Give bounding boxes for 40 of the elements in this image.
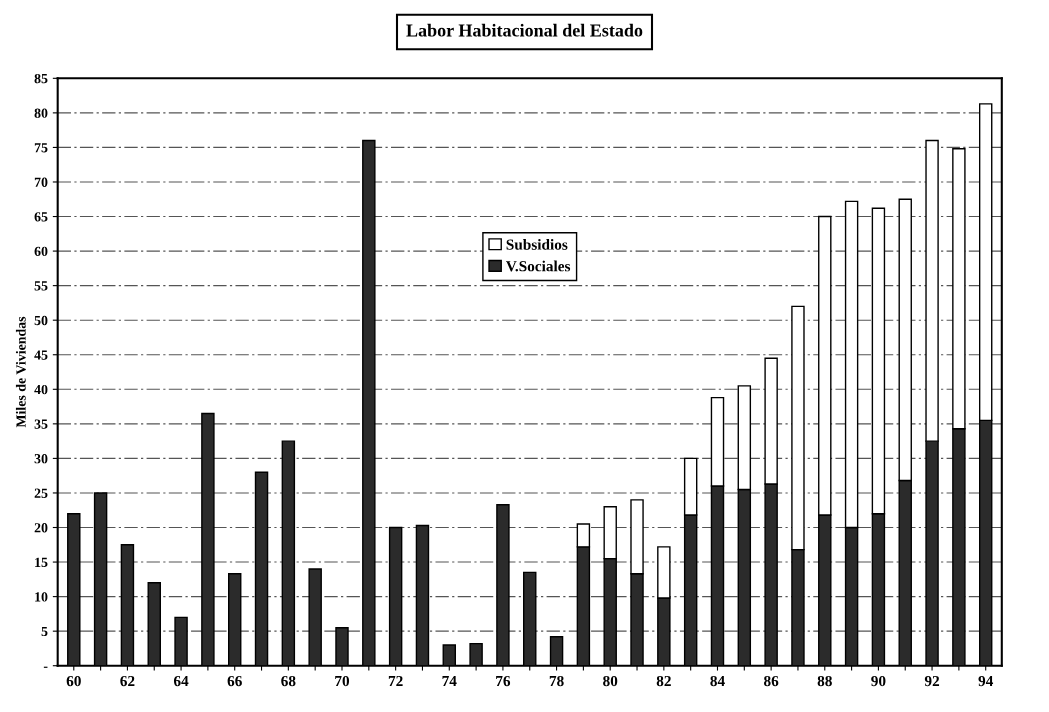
x-tick-label: 94: [978, 675, 994, 687]
x-tick-label: 90: [871, 675, 886, 687]
x-tick-label: 78: [549, 675, 564, 687]
y-tick-label: 60: [34, 246, 48, 257]
legend-label: Subsidios: [506, 239, 568, 250]
y-tick-label: 85: [34, 73, 48, 84]
x-tick-label: 62: [120, 675, 135, 687]
x-tick-label: 82: [656, 675, 671, 687]
y-tick-label: 15: [35, 557, 48, 568]
legend-label: V.Sociales: [505, 260, 571, 272]
y-axis-title: Miles de Viviendas: [15, 316, 26, 428]
y-tick-label: -: [43, 666, 48, 668]
y-tick-label: 65: [34, 212, 48, 222]
x-tick-label: 68: [281, 675, 296, 687]
x-tick-label: 60: [66, 675, 81, 687]
y-tick-label: 40: [34, 384, 48, 395]
y-tick-label: 10: [35, 592, 48, 602]
x-tick-label: 70: [335, 675, 350, 687]
y-tick-label: 25: [34, 488, 48, 498]
y-tick-label: 80: [34, 108, 48, 118]
x-tick-label: 86: [764, 675, 779, 687]
chart-title: Labor Habitacional del Estado: [406, 23, 643, 37]
x-tick-label: 74: [442, 675, 457, 687]
x-tick-label: 88: [817, 675, 832, 687]
y-tick-label: 75: [34, 143, 48, 153]
y-tick-label: 35: [34, 419, 48, 429]
x-tick-label: 84: [710, 675, 725, 687]
x-tick-label: 72: [388, 675, 403, 687]
y-tick-label: 50: [34, 315, 48, 326]
y-tick-label: 70: [34, 177, 48, 187]
y-tick-label: 55: [34, 281, 48, 291]
y-tick-label: 30: [34, 453, 48, 464]
y-tick-label: 20: [34, 523, 48, 533]
x-tick-label: 64: [173, 675, 189, 687]
x-tick-label: 80: [603, 675, 618, 687]
y-tick-label: 45: [34, 350, 48, 360]
y-tick-label: 5: [41, 626, 48, 637]
x-tick-label: 92: [924, 675, 940, 687]
x-tick-label: 66: [227, 675, 242, 687]
x-tick-label: 76: [496, 675, 511, 687]
